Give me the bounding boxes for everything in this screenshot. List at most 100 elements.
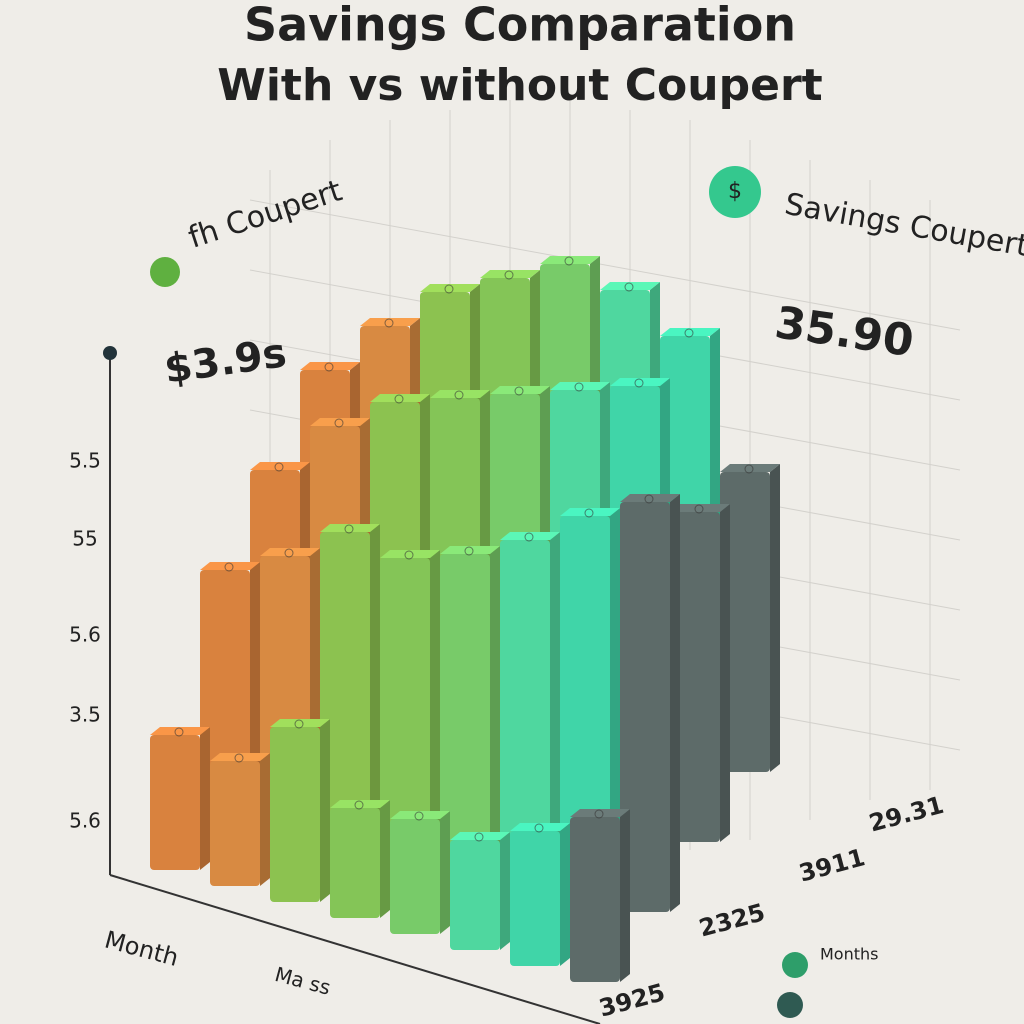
bar-top [550, 382, 610, 390]
bar-top-icon [644, 494, 654, 504]
bar [560, 516, 610, 896]
y-axis-label: 3.5 [69, 703, 101, 727]
legend-icon: $ [728, 179, 742, 204]
bar-side [670, 494, 680, 912]
bar-top-icon [354, 800, 364, 810]
y-axis-label: 5.6 [69, 623, 101, 647]
bar-top [420, 284, 480, 292]
bar-top [510, 823, 570, 831]
bar-top [720, 464, 780, 472]
bar-top [360, 318, 420, 326]
y-axis-label: 5.6 [69, 809, 101, 833]
bar-top-icon [594, 809, 604, 819]
bar-top-icon [234, 753, 244, 763]
bar-top [320, 524, 380, 532]
bar-top-icon [564, 256, 574, 266]
bar-top-icon [694, 504, 704, 514]
bar-top-icon [514, 386, 524, 396]
legend-label: Months [820, 945, 878, 964]
bar-side [320, 719, 330, 902]
bar [720, 472, 770, 772]
bar-top [670, 504, 730, 512]
bar-top [660, 328, 720, 336]
legend-swatch [782, 952, 808, 978]
bar-top-icon [464, 546, 474, 556]
bar-side [770, 464, 780, 772]
bar-top-icon [744, 464, 754, 474]
y-axis-label: 55 [72, 527, 97, 551]
legend-swatch [150, 257, 180, 287]
bar [510, 831, 560, 966]
bar-top-icon [224, 562, 234, 572]
bar-side [430, 550, 440, 848]
chart-subtitle: With vs without Coupert [217, 60, 822, 111]
bar-top [260, 548, 320, 556]
bar-top-icon [174, 727, 184, 737]
bar-top [150, 727, 210, 735]
bar-side [620, 809, 630, 982]
bar-top [620, 494, 680, 502]
bar-top [570, 809, 630, 817]
bar [330, 808, 380, 918]
bar-top [250, 462, 310, 470]
bar-top-icon [444, 284, 454, 294]
bar-side [250, 562, 260, 800]
y-axis-cap [103, 346, 117, 360]
bar-top-icon [634, 378, 644, 388]
bar-side [720, 504, 730, 842]
bar-top [440, 546, 500, 554]
bar-side [490, 546, 500, 864]
bar-top-icon [294, 719, 304, 729]
bar-top-icon [534, 823, 544, 833]
bar-top [480, 270, 540, 278]
legend-swatch [709, 166, 761, 218]
bars [150, 256, 780, 982]
bar-top [200, 562, 260, 570]
bar-top-icon [454, 390, 464, 400]
bar-top-icon [524, 532, 534, 542]
bar-top [500, 532, 560, 540]
bar-top-icon [394, 394, 404, 404]
bar [500, 540, 550, 880]
bar [150, 735, 200, 870]
bar-top-icon [284, 548, 294, 558]
bar-top [430, 390, 490, 398]
bar [380, 558, 430, 848]
bar [210, 761, 260, 886]
bar-top [210, 753, 270, 761]
y-axis-label: 5.5 [69, 449, 101, 473]
bar-top [450, 832, 510, 840]
bar-top-icon [334, 418, 344, 428]
bar-top [300, 362, 360, 370]
bar-top-icon [344, 524, 354, 534]
bar-top-icon [584, 508, 594, 518]
legend-swatch [777, 992, 803, 1018]
bar-side [370, 524, 380, 832]
bar [620, 502, 670, 912]
bar [670, 512, 720, 842]
bar [450, 840, 500, 950]
bar-top [310, 418, 370, 426]
bar-side [260, 753, 270, 886]
bar [440, 554, 490, 864]
bar [200, 570, 250, 800]
bar-top [610, 378, 670, 386]
bar-top [390, 811, 450, 819]
bar-top [490, 386, 550, 394]
bar-top [380, 550, 440, 558]
bar-side [380, 800, 390, 918]
bar [270, 727, 320, 902]
bar-top [540, 256, 600, 264]
chart-title: Savings Comparation [244, 0, 796, 52]
bar-top-icon [504, 270, 514, 280]
bar-top [560, 508, 620, 516]
bar-top [370, 394, 430, 402]
bar-top-icon [384, 318, 394, 328]
bar-top-icon [624, 282, 634, 292]
bar-top-icon [274, 462, 284, 472]
bar-side [500, 832, 510, 950]
bar-side [550, 532, 560, 880]
bar [390, 819, 440, 934]
x-axis [109, 874, 601, 1024]
bar-top [330, 800, 390, 808]
